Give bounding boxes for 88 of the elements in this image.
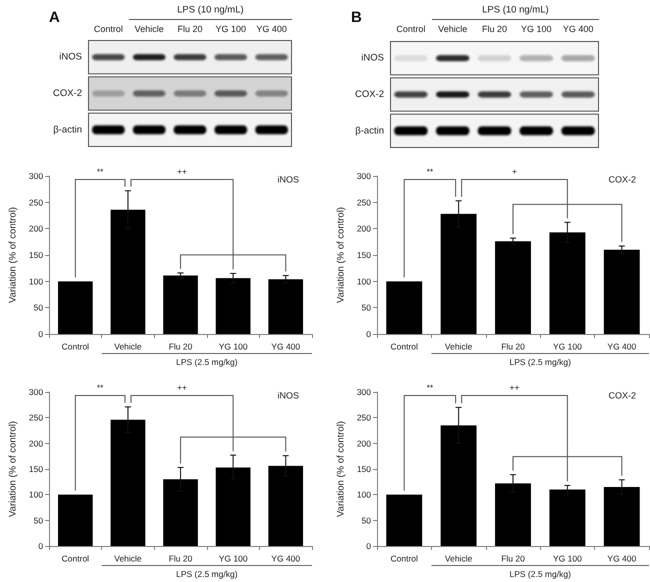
- category-label: Vehicle: [438, 24, 468, 34]
- chart-title: COX-2: [608, 174, 636, 184]
- annotation: **: [426, 166, 434, 176]
- category-label: iNOS: [361, 52, 384, 64]
- y-tick-label: 100: [356, 490, 372, 500]
- y-tick-label: 50: [34, 302, 44, 313]
- x-tick-label: YG 100: [552, 342, 582, 352]
- y-tick-label: 300: [28, 171, 44, 181]
- x-tick-label: Flu 20: [501, 342, 526, 352]
- y-tick-label: 100: [28, 276, 44, 286]
- y-tick-label: 200: [28, 438, 44, 448]
- y-tick-label: 250: [28, 412, 44, 423]
- text: B: [351, 9, 362, 26]
- x-axis-title: LPS (2.5 mg/kg): [509, 357, 572, 367]
- y-tick-label: 0: [366, 541, 372, 551]
- y-axis-title: Variation (% of control): [335, 207, 346, 303]
- y-tick-label: 200: [356, 224, 372, 234]
- category-label: COX-2: [52, 88, 82, 99]
- x-tick-label: Flu 20: [168, 342, 193, 352]
- annotation: **: [426, 382, 434, 392]
- y-tick-label: 200: [356, 438, 372, 448]
- y-tick-label: 50: [362, 302, 372, 313]
- chart-title: iNOS: [278, 390, 300, 400]
- y-tick-label: 0: [38, 541, 44, 551]
- x-tick-label: Control: [390, 342, 418, 352]
- annotation: ++: [177, 382, 188, 392]
- annotation: **: [96, 166, 104, 176]
- x-tick-label: Vehicle: [444, 554, 473, 564]
- chart-title: iNOS: [278, 174, 300, 184]
- y-tick-label: 150: [28, 250, 44, 260]
- text: A: [49, 9, 60, 26]
- x-tick-label: YG 100: [552, 554, 582, 564]
- y-axis-title: Variation (% of control): [8, 207, 18, 303]
- x-tick-label: YG 400: [271, 554, 300, 564]
- chart-title: COX-2: [608, 390, 636, 400]
- annotation: **: [96, 382, 104, 392]
- category-label: β-actin: [355, 125, 384, 136]
- category-label: YG 400: [562, 24, 594, 34]
- x-tick-label: Vehicle: [114, 342, 142, 352]
- category-label: YG 100: [216, 24, 246, 34]
- x-tick-label: YG 100: [218, 342, 248, 352]
- x-tick-label: Vehicle: [114, 554, 142, 564]
- x-tick-label: Flu 20: [168, 554, 193, 564]
- x-axis-title: LPS (2.5 mg/kg): [176, 569, 238, 579]
- category-label: COX-2: [354, 89, 384, 100]
- y-tick-label: 50: [34, 515, 44, 526]
- y-tick-label: 250: [356, 412, 372, 423]
- x-tick-label: Vehicle: [444, 342, 473, 352]
- y-tick-label: 100: [356, 276, 372, 286]
- x-tick-label: Flu 20: [501, 554, 526, 564]
- category-label: Control: [94, 24, 123, 34]
- category-label: Control: [396, 24, 426, 34]
- y-tick-label: 200: [28, 224, 44, 234]
- y-tick-label: 300: [28, 387, 44, 397]
- category-label: Vehicle: [134, 24, 164, 34]
- y-tick-label: 300: [356, 171, 372, 181]
- x-tick-label: Control: [390, 554, 418, 564]
- y-tick-label: 250: [28, 197, 44, 208]
- x-tick-label: YG 400: [271, 342, 300, 352]
- y-tick-label: 0: [366, 329, 372, 339]
- y-tick-label: 250: [356, 197, 372, 208]
- y-axis-title: Variation (% of control): [8, 421, 18, 517]
- y-tick-label: 300: [356, 387, 372, 397]
- y-tick-label: 100: [28, 490, 44, 500]
- text: LPS (10 ng/mL): [177, 4, 244, 16]
- category-label: YG 100: [521, 24, 552, 34]
- x-axis-title: LPS (2.5 mg/kg): [509, 569, 572, 579]
- y-tick-label: 150: [356, 464, 372, 474]
- y-tick-label: 150: [356, 250, 372, 260]
- y-axis-title: Variation (% of control): [335, 421, 346, 517]
- annotation: ++: [510, 382, 520, 392]
- x-tick-label: Control: [62, 342, 90, 352]
- category-label: YG 400: [256, 24, 287, 34]
- x-tick-label: YG 400: [607, 554, 636, 564]
- category-label: Flu 20: [177, 24, 203, 34]
- y-tick-label: 50: [362, 515, 372, 526]
- y-tick-label: 0: [38, 329, 44, 339]
- x-tick-label: YG 400: [607, 342, 636, 352]
- x-tick-label: Control: [62, 554, 90, 564]
- text: LPS (10 ng/mL): [482, 4, 549, 16]
- y-tick-label: 150: [28, 464, 44, 474]
- category-label: β-actin: [53, 124, 82, 136]
- annotation: +: [512, 166, 518, 176]
- x-axis-title: LPS (2.5 mg/kg): [176, 357, 238, 367]
- annotation: ++: [177, 166, 188, 176]
- category-label: Flu 20: [482, 24, 508, 34]
- category-label: iNOS: [59, 52, 82, 63]
- x-tick-label: YG 100: [218, 554, 248, 564]
